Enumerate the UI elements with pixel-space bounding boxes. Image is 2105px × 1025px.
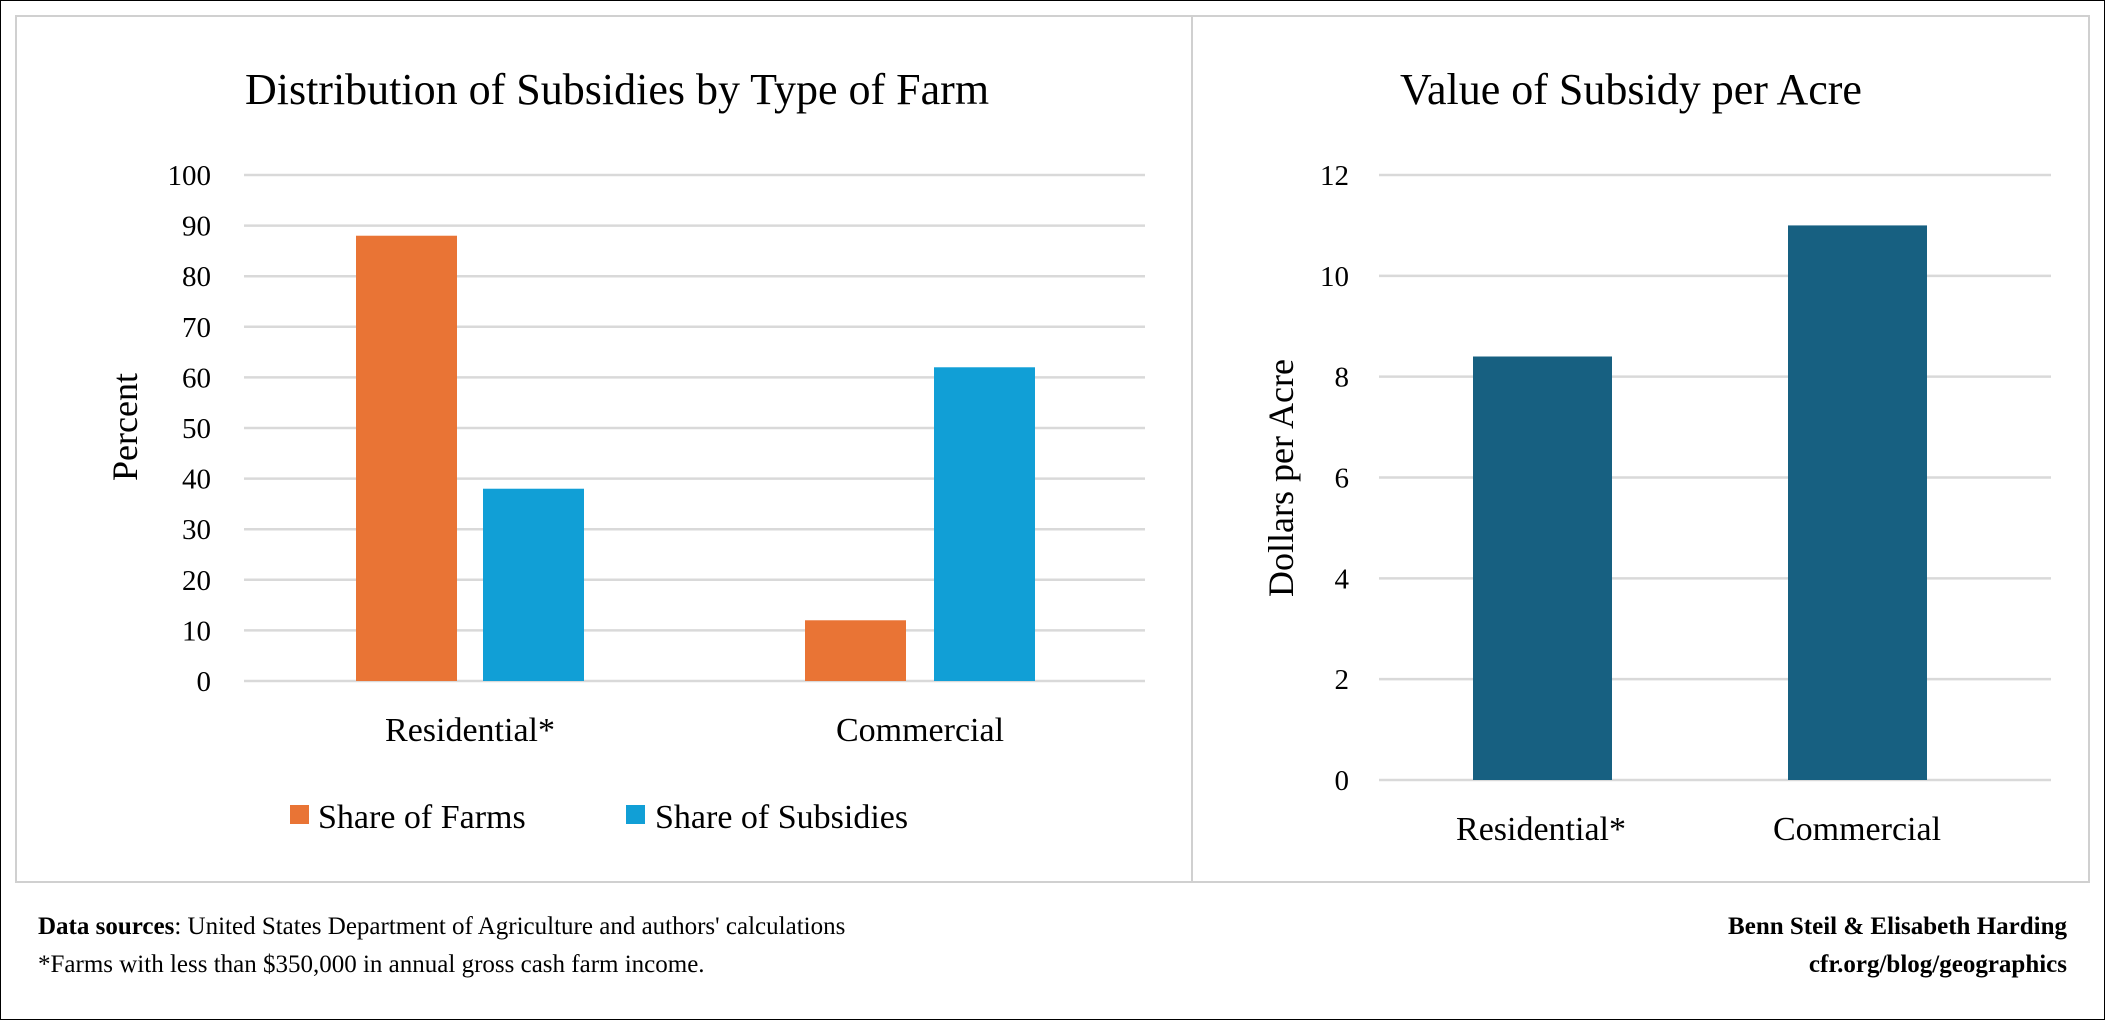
y-axis-label: Percent: [105, 373, 145, 481]
y-tick-label: 12: [1320, 160, 1349, 192]
y-tick-label: 20: [182, 565, 211, 597]
chart-title: Distribution of Subsidies by Type of Far…: [245, 65, 989, 114]
legend-swatch-share-of-farms: [290, 805, 309, 824]
y-tick-label: 50: [182, 413, 211, 445]
category-label: Commercial: [836, 712, 1004, 749]
footer: Data sources: United States Department o…: [38, 913, 2067, 978]
y-axis-label: Dollars per Acre: [1261, 359, 1301, 597]
right-chart-panel: [1191, 15, 2090, 883]
y-tick-label: 4: [1335, 563, 1350, 595]
y-tick-label: 80: [182, 261, 211, 293]
category-label: Commercial: [1773, 811, 1941, 848]
y-tick-label: 90: [182, 211, 211, 243]
legend-label: Share of Farms: [318, 799, 526, 836]
bar-value-per-acre-1: [1788, 225, 1927, 780]
category-label: Residential*: [1456, 811, 1626, 848]
bar-value-per-acre-0: [1473, 356, 1612, 780]
y-tick-label: 10: [1320, 261, 1349, 293]
chart-title: Value of Subsidy per Acre: [1400, 65, 1862, 114]
sources-text: : United States Department of Agricultur…: [174, 913, 845, 940]
sources-line: Data sources: United States Department o…: [38, 913, 845, 940]
y-tick-label: 0: [197, 666, 212, 698]
bar-share-of-farms-0: [356, 235, 457, 681]
y-tick-label: 0: [1335, 765, 1350, 797]
legend: Share of Farms Share of Subsidies: [290, 799, 908, 836]
left-chart: Distribution of Subsidies by Type of Far…: [105, 65, 1145, 836]
y-tick-label: 2: [1335, 664, 1350, 696]
y-tick-label: 70: [182, 312, 211, 344]
y-tick-label: 40: [182, 464, 211, 496]
y-tick-label: 10: [182, 615, 211, 647]
y-tick-label: 8: [1335, 362, 1350, 394]
y-tick-label: 60: [182, 362, 211, 394]
y-tick-label: 6: [1335, 463, 1350, 495]
bar-share-of-farms-1: [805, 620, 906, 681]
footnote: *Farms with less than $350,000 in annual…: [38, 951, 705, 978]
legend-swatch-share-of-subsidies: [626, 805, 645, 824]
y-tick-label: 100: [168, 160, 212, 192]
site-credit: cfr.org/blog/geographics: [1809, 951, 2067, 978]
category-label: Residential*: [385, 712, 555, 749]
sources-label: Data sources: [38, 913, 175, 940]
legend-label: Share of Subsidies: [655, 799, 908, 836]
bar-share-of-subsidies-0: [483, 488, 584, 681]
authors: Benn Steil & Elisabeth Harding: [1728, 913, 2067, 940]
y-tick-label: 30: [182, 514, 211, 546]
right-chart: Value of Subsidy per Acre Dollars per Ac…: [1261, 65, 2051, 848]
bar-share-of-subsidies-1: [934, 367, 1035, 681]
